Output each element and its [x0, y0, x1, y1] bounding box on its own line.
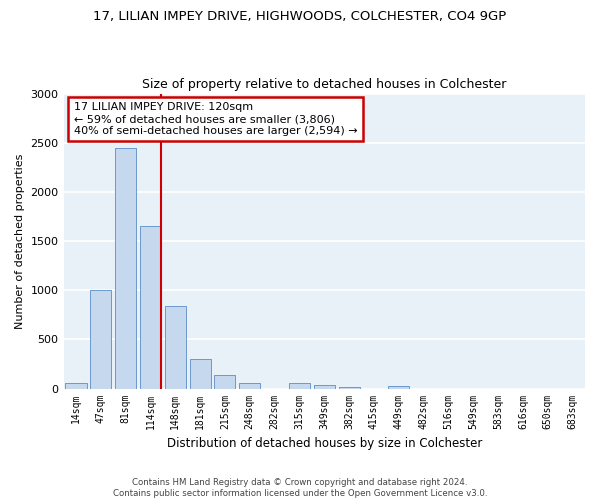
Bar — [190, 359, 211, 388]
Bar — [338, 386, 359, 388]
Bar — [239, 383, 260, 388]
Text: Contains HM Land Registry data © Crown copyright and database right 2024.
Contai: Contains HM Land Registry data © Crown c… — [113, 478, 487, 498]
Text: 17, LILIAN IMPEY DRIVE, HIGHWOODS, COLCHESTER, CO4 9GP: 17, LILIAN IMPEY DRIVE, HIGHWOODS, COLCH… — [94, 10, 506, 23]
Bar — [314, 384, 335, 388]
Bar — [65, 383, 86, 388]
X-axis label: Distribution of detached houses by size in Colchester: Distribution of detached houses by size … — [167, 437, 482, 450]
Bar — [115, 148, 136, 388]
Bar — [90, 290, 112, 388]
Bar — [289, 382, 310, 388]
Bar — [140, 226, 161, 388]
Bar — [214, 375, 235, 388]
Bar — [165, 306, 186, 388]
Text: 17 LILIAN IMPEY DRIVE: 120sqm
← 59% of detached houses are smaller (3,806)
40% o: 17 LILIAN IMPEY DRIVE: 120sqm ← 59% of d… — [74, 102, 358, 136]
Title: Size of property relative to detached houses in Colchester: Size of property relative to detached ho… — [142, 78, 506, 91]
Y-axis label: Number of detached properties: Number of detached properties — [15, 154, 25, 328]
Bar — [388, 386, 409, 388]
